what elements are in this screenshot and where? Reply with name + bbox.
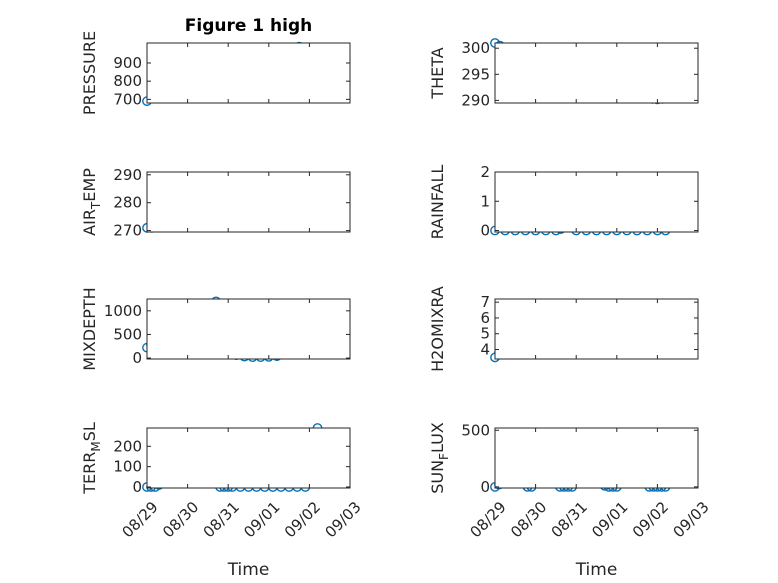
axes-frame xyxy=(494,427,699,489)
y-tick-label: 2 xyxy=(480,163,490,181)
axes-mixdepth: 0 500 1000 MIXDEPTH xyxy=(80,287,351,371)
y-tick-label: 1 xyxy=(480,192,490,210)
y-tick-label: 500 xyxy=(461,421,490,439)
y-tick-label: 200 xyxy=(113,437,142,455)
y-tick-label: 5 xyxy=(480,325,490,343)
x-tick-label: 08/31 xyxy=(200,498,243,541)
y-axis-label: MIXDEPTH xyxy=(80,287,99,370)
axes-rainfall: 0 1 2 RAINFALL xyxy=(428,163,699,240)
y-axis-label: SUNFLUX xyxy=(428,422,451,494)
y-tick-label: 500 xyxy=(113,325,142,343)
y-tick-label: 270 xyxy=(113,222,142,240)
x-axis-label: Time xyxy=(227,560,270,580)
y-tick-label: 4 xyxy=(480,341,490,359)
y-tick-label: 700 xyxy=(113,90,142,108)
y-tick-label: 6 xyxy=(480,309,490,327)
y-axis-label: H2OMIXRA xyxy=(428,286,447,372)
y-tick-label: 7 xyxy=(480,293,490,311)
y-tick-label: 800 xyxy=(113,72,142,90)
axes-frame xyxy=(146,171,351,233)
y-axis-label: THETA xyxy=(428,47,447,99)
x-tick-label: 09/03 xyxy=(321,498,364,541)
y-tick-label: 900 xyxy=(113,54,142,72)
y-tick-label: 295 xyxy=(461,65,490,83)
y-tick-label: 100 xyxy=(113,458,142,476)
y-tick-label: 280 xyxy=(113,194,142,212)
x-tick-label: 09/03 xyxy=(669,498,712,541)
x-tick-label: 08/29 xyxy=(466,498,509,541)
y-tick-label: 0 xyxy=(480,478,490,496)
y-axis-label: TERRMSL xyxy=(80,422,103,495)
y-tick-label: 290 xyxy=(113,166,142,184)
figure-title: Figure 1 high xyxy=(185,16,313,36)
y-axis-label: AIRTEMP xyxy=(80,168,103,236)
x-tick-label: 09/01 xyxy=(588,498,631,541)
y-tick-label: 300 xyxy=(461,39,490,57)
y-tick-label: 1000 xyxy=(104,302,142,320)
axes-frame xyxy=(494,42,699,104)
y-tick-label: 290 xyxy=(461,91,490,109)
y-tick-label: 0 xyxy=(132,478,142,496)
x-tick-label: 08/31 xyxy=(548,498,591,541)
axes-theta: 290 295 300 THETA xyxy=(428,38,699,109)
x-tick-label: 08/30 xyxy=(507,498,550,541)
y-axis-label: PRESSURE xyxy=(80,31,99,115)
axes-frame xyxy=(146,42,351,104)
x-tick-label: 09/01 xyxy=(240,498,283,541)
x-axis-label: Time xyxy=(575,560,618,580)
axes-air-temp: 270 280 290 AIRTEMP xyxy=(80,166,351,240)
x-tick-label: 08/30 xyxy=(159,498,202,541)
x-tick-label: 08/29 xyxy=(118,498,161,541)
y-tick-label: 0 xyxy=(480,222,490,240)
x-tick-label: 09/02 xyxy=(281,498,324,541)
x-tick-label: 09/02 xyxy=(629,498,672,541)
y-axis-label: RAINFALL xyxy=(428,165,447,240)
y-tick-label: 0 xyxy=(132,349,142,367)
axes-frame xyxy=(494,171,699,233)
axes-frame xyxy=(146,427,351,489)
axes-frame xyxy=(146,298,351,360)
axes-frame xyxy=(494,298,699,360)
